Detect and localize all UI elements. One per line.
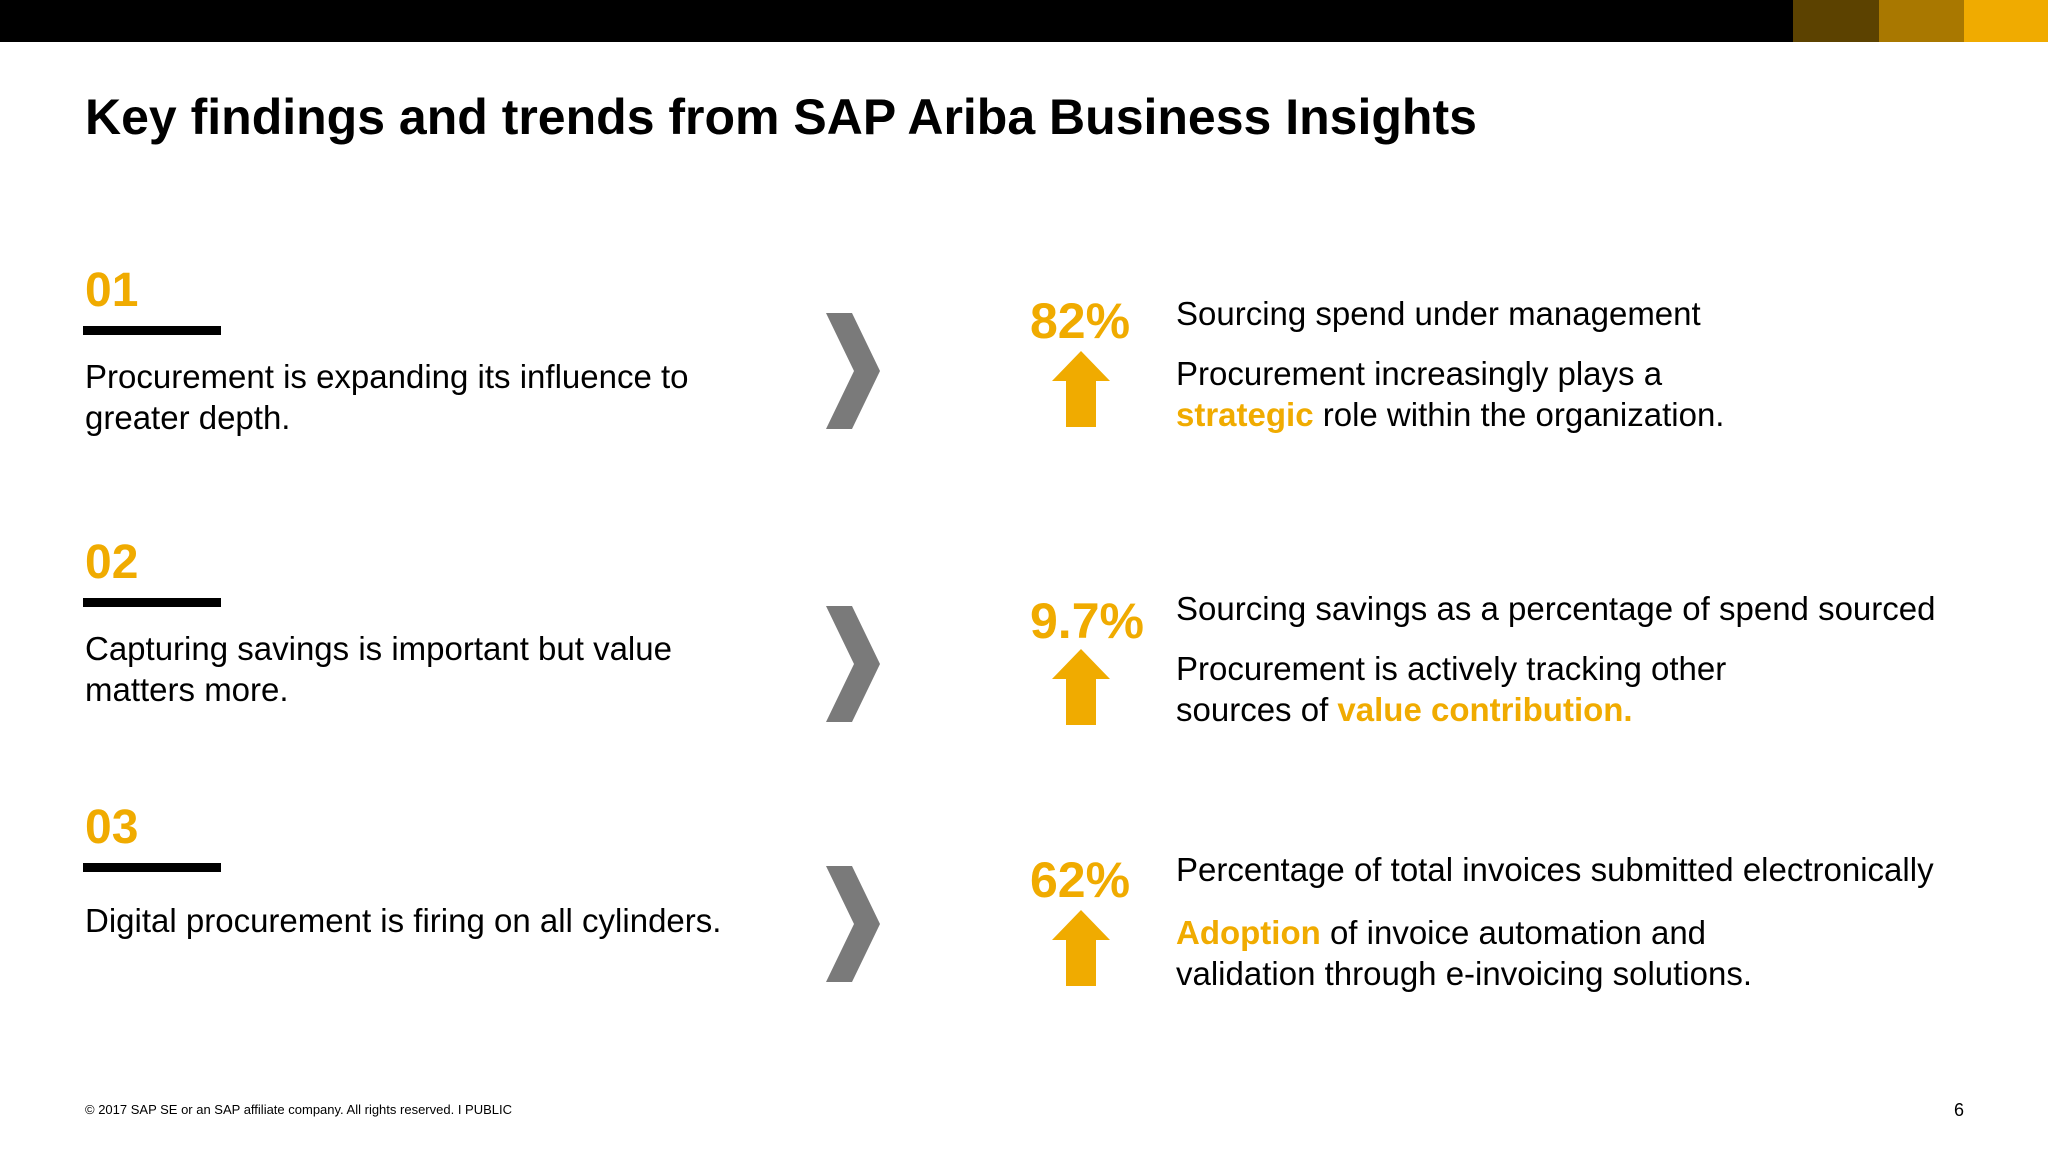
top-bar-swatch bbox=[1879, 0, 1964, 42]
stat-description: Procurement increasingly plays a strateg… bbox=[1176, 353, 1724, 435]
stat-value: 9.7% bbox=[1030, 593, 1144, 649]
arrow-up-icon bbox=[1052, 910, 1110, 986]
stat-description-line: Procurement is actively tracking other bbox=[1176, 650, 1727, 687]
top-bar bbox=[0, 0, 2048, 42]
stat-description-text: role within the organization. bbox=[1313, 396, 1725, 433]
stat-label: Sourcing savings as a percentage of spen… bbox=[1176, 590, 1936, 627]
finding-divider bbox=[83, 598, 221, 607]
finding-row: 02 Capturing savings is important but va… bbox=[0, 535, 2048, 775]
arrow-up-icon bbox=[1052, 649, 1110, 725]
stat-description-text: of invoice automation and bbox=[1320, 914, 1707, 951]
finding-number: 03 bbox=[85, 801, 139, 854]
stat-highlight: value contribution. bbox=[1337, 691, 1633, 728]
finding-row: 03 Digital procurement is firing on all … bbox=[0, 800, 2048, 1040]
top-bar-swatch bbox=[1793, 0, 1879, 42]
finding-row: 01 Procurement is expanding its influenc… bbox=[0, 263, 2048, 503]
footer-copyright: © 2017 SAP SE or an SAP affiliate compan… bbox=[85, 1102, 513, 1117]
finding-divider bbox=[83, 863, 221, 872]
stat-description: Procurement is actively tracking other s… bbox=[1176, 648, 1726, 730]
chevron-right-icon bbox=[826, 313, 880, 429]
stat-description-line: validation through e-invoicing solutions… bbox=[1176, 955, 1753, 992]
stat-value: 62% bbox=[1030, 852, 1131, 908]
stat-label: Sourcing spend under management bbox=[1176, 295, 1701, 332]
stat-description-text: sources of bbox=[1176, 691, 1338, 728]
stat-highlight: Adoption bbox=[1176, 914, 1321, 951]
page-number: 6 bbox=[1953, 1100, 1964, 1120]
stat-description: Adoption of invoice automation and valid… bbox=[1176, 912, 1752, 994]
arrow-up-icon bbox=[1052, 351, 1110, 427]
stat-description-line: Adoption of invoice automation and bbox=[1176, 912, 1752, 953]
stat-value: 82% bbox=[1030, 293, 1131, 349]
finding-text: Capturing savings is important but value… bbox=[85, 630, 672, 708]
finding-number: 01 bbox=[85, 264, 139, 317]
finding-text: Procurement is expanding its influence t… bbox=[85, 358, 689, 436]
page-title: Key findings and trends from SAP Ariba B… bbox=[85, 89, 1477, 145]
chevron-right-icon bbox=[826, 866, 880, 982]
chevron-right-icon bbox=[826, 606, 880, 722]
stat-description-line: sources of value contribution. bbox=[1176, 689, 1726, 730]
finding-divider bbox=[83, 326, 221, 335]
stat-highlight: strategic bbox=[1176, 396, 1314, 433]
finding-text: Digital procurement is firing on all cyl… bbox=[85, 902, 722, 939]
stat-description-line: Procurement increasingly plays a bbox=[1176, 355, 1663, 392]
stat-description-line: strategic role within the organization. bbox=[1176, 394, 1724, 435]
finding-number: 02 bbox=[85, 536, 139, 589]
stat-label: Percentage of total invoices submitted e… bbox=[1176, 851, 1934, 888]
top-bar-swatch bbox=[1964, 0, 2048, 42]
